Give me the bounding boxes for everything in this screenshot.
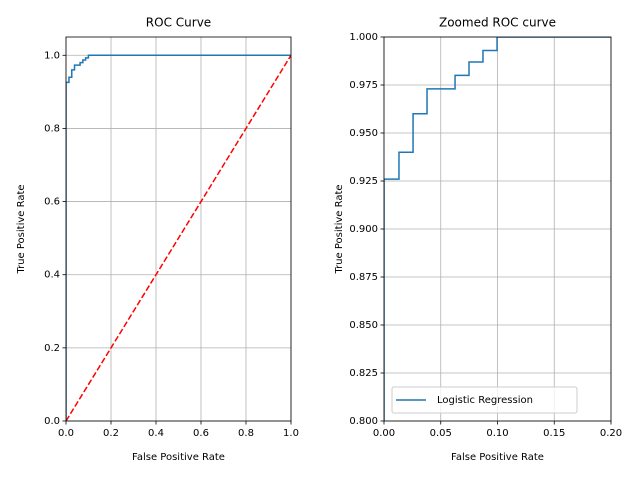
y-tick-label: 0.825: [349, 368, 378, 379]
y-tick-label: 0.850: [349, 320, 378, 331]
axes-frame: [383, 36, 612, 422]
roc-line: [66, 54, 291, 421]
x-axis-label: False Positive Rate: [132, 452, 225, 463]
y-tick-label: 0.6: [44, 197, 60, 208]
y-tick-label: 0.925: [349, 176, 378, 187]
y-tick-label: 0.900: [349, 224, 378, 235]
y-tick-label: 0.975: [349, 80, 378, 91]
x-tick-label: 0.20: [600, 428, 622, 439]
x-tick-label: 0.6: [193, 428, 209, 439]
x-tick-label: 0.05: [430, 428, 452, 439]
y-tick-label: 0.800: [349, 416, 378, 427]
x-tick-label: 0.8: [238, 428, 254, 439]
x-tick-label: 0.10: [486, 428, 508, 439]
chart-title: ROC Curve: [146, 16, 211, 30]
x-tick-label: 0.2: [103, 428, 119, 439]
y-axis-label: True Positive Rate: [334, 184, 345, 274]
x-tick-label: 0.4: [148, 428, 164, 439]
x-tick-label: 0.15: [543, 428, 565, 439]
roc-line: [384, 37, 611, 421]
y-tick-label: 1.000: [349, 32, 378, 43]
plot-area: [384, 37, 611, 421]
y-tick-label: 1.0: [44, 50, 60, 61]
legend-box: [391, 386, 578, 414]
y-tick-label: 0.875: [349, 272, 378, 283]
y-tick-label: 0.0: [44, 416, 60, 427]
y-tick-label: 0.4: [44, 270, 60, 281]
x-axis-label: False Positive Rate: [451, 452, 544, 463]
x-tick-label: 0.00: [373, 428, 395, 439]
x-tick-label: 0.0: [58, 428, 74, 439]
legend-label: Logistic Regression: [437, 395, 533, 406]
roc-line: [66, 54, 291, 421]
y-tick-label: 0.950: [349, 128, 378, 139]
y-axis-label: True Positive Rate: [16, 184, 27, 274]
y-tick-label: 0.8: [44, 123, 60, 134]
chart-title: Zoomed ROC curve: [439, 16, 556, 30]
axes-frame: [65, 36, 292, 422]
x-tick-label: 1.0: [283, 428, 299, 439]
y-tick-label: 0.2: [44, 343, 60, 354]
plot-area: [66, 54, 291, 421]
